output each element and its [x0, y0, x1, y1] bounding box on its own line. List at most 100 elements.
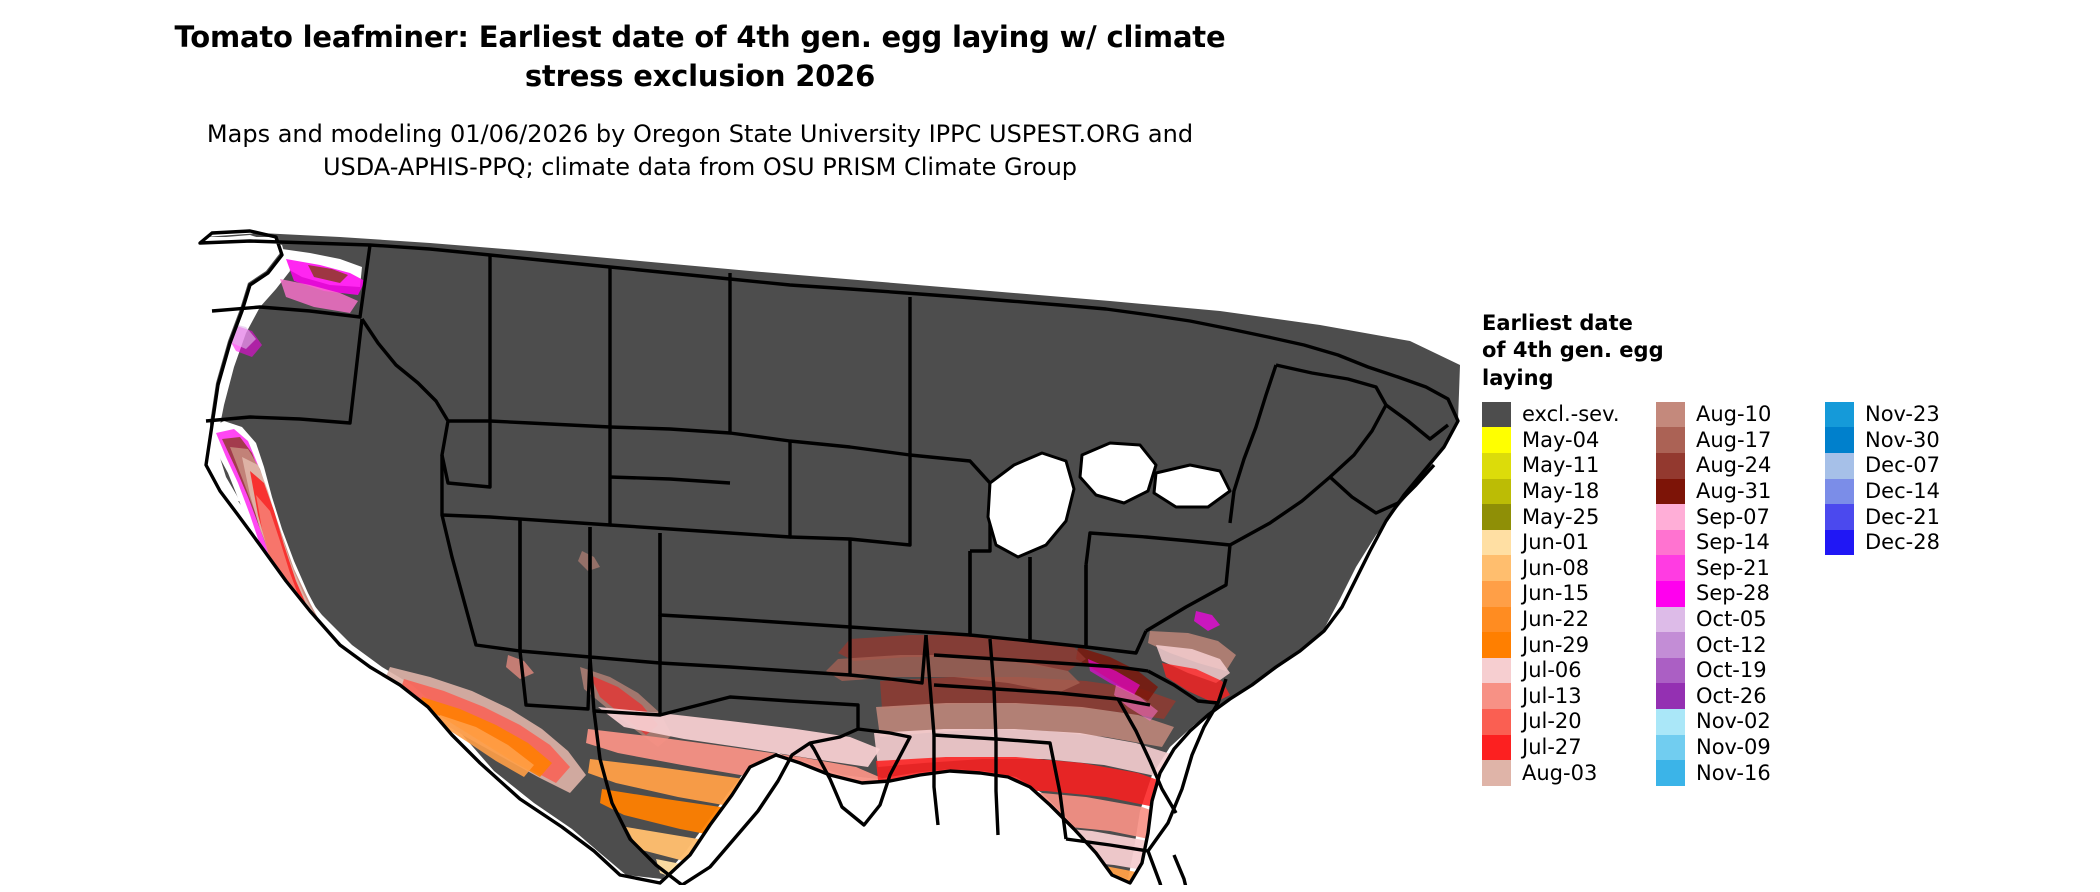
legend-item-dec-14[interactable]: Dec-14 — [1825, 478, 1985, 505]
legend-label: Jun-22 — [1522, 606, 1590, 631]
legend-item-jun-01[interactable]: Jun-01 — [1482, 529, 1650, 556]
legend-label: Sep-14 — [1696, 530, 1770, 555]
legend-columns: excl.-sev. May-04 May-11 May-18 May-25 Jun-01… — [1482, 401, 2082, 786]
legend-label: Sep-07 — [1696, 504, 1770, 529]
legend-label: Sep-28 — [1696, 581, 1770, 606]
legend-label: Jul-20 — [1522, 709, 1582, 734]
legend-item-oct-26[interactable]: Oct-26 — [1656, 683, 1819, 710]
legend-item-jun-29[interactable]: Jun-29 — [1482, 632, 1650, 658]
legend-swatch-icon — [1656, 606, 1685, 633]
legend-item-aug-24[interactable]: Aug-24 — [1656, 453, 1819, 479]
legend-label: Jun-01 — [1522, 530, 1590, 555]
legend-label: Nov-23 — [1865, 402, 1940, 427]
legend-swatch-icon — [1656, 709, 1685, 735]
raster-mid-atlantic — [1148, 611, 1236, 703]
legend-item-nov-30[interactable]: Nov-30 — [1825, 427, 1985, 454]
legend-item-dec-28[interactable]: Dec-28 — [1825, 529, 1985, 556]
legend-label: Nov-09 — [1696, 734, 1771, 759]
legend-swatch-icon — [1482, 606, 1511, 633]
legend-item-nov-23[interactable]: Nov-23 — [1825, 401, 1985, 428]
legend-item-sep-14[interactable]: Sep-14 — [1656, 529, 1819, 556]
legend-item-aug-31[interactable]: Aug-31 — [1656, 478, 1819, 505]
legend-label: Sep-21 — [1696, 555, 1770, 580]
title-line-1: Tomato leafminer: Earliest date of 4th g… — [174, 20, 1226, 54]
page-title: Tomato leafminer: Earliest date of 4th g… — [0, 18, 1400, 95]
subtitle-line-2: USDA-APHIS-PPQ; climate data from OSU PR… — [322, 152, 1078, 181]
legend-item-jul-06[interactable]: Jul-06 — [1482, 657, 1650, 684]
legend-swatch-icon — [1656, 555, 1685, 582]
legend-item-nov-16[interactable]: Nov-16 — [1656, 760, 1819, 786]
legend-item-may-25[interactable]: May-25 — [1482, 504, 1650, 530]
legend-label: Nov-02 — [1696, 709, 1771, 734]
legend-item-jul-27[interactable]: Jul-27 — [1482, 734, 1650, 761]
legend-swatch-icon — [1656, 427, 1685, 454]
legend-item-dec-07[interactable]: Dec-07 — [1825, 453, 1985, 479]
legend-item-aug-03[interactable]: Aug-03 — [1482, 760, 1650, 786]
legend-swatch-icon — [1656, 504, 1685, 530]
legend-label: Jun-15 — [1522, 581, 1590, 606]
legend-item-sep-28[interactable]: Sep-28 — [1656, 581, 1819, 607]
legend-item-may-18[interactable]: May-18 — [1482, 478, 1650, 505]
legend-swatch-icon — [1482, 555, 1511, 582]
legend-swatch-icon — [1482, 478, 1511, 505]
legend-swatch-icon — [1482, 683, 1511, 710]
legend-swatch-icon — [1482, 453, 1511, 479]
legend-swatch-icon — [1482, 504, 1511, 530]
legend-item-nov-02[interactable]: Nov-02 — [1656, 709, 1819, 735]
legend-swatch-icon — [1825, 427, 1854, 454]
legend-swatch-icon — [1482, 734, 1511, 761]
legend-label: Jul-06 — [1522, 658, 1582, 683]
legend-label: Jun-08 — [1522, 555, 1590, 580]
us-climate-raster-map — [198, 229, 1460, 885]
legend-label: Dec-28 — [1865, 530, 1940, 555]
legend-label: Dec-07 — [1865, 453, 1940, 478]
legend-swatch-icon — [1656, 760, 1685, 786]
legend-swatch-icon — [1825, 453, 1854, 479]
legend-swatch-icon — [1656, 529, 1685, 556]
legend-label: Oct-12 — [1696, 632, 1767, 657]
legend-label: May-11 — [1522, 453, 1600, 478]
legend-swatch-icon — [1482, 760, 1511, 786]
legend-label: Dec-14 — [1865, 478, 1940, 503]
legend-label: Jul-13 — [1522, 683, 1582, 708]
legend-label: Aug-24 — [1696, 453, 1772, 478]
legend-item-jun-08[interactable]: Jun-08 — [1482, 555, 1650, 582]
legend-item-dec-21[interactable]: Dec-21 — [1825, 504, 1985, 530]
legend-label: Oct-05 — [1696, 606, 1767, 631]
legend-item-aug-10[interactable]: Aug-10 — [1656, 401, 1819, 428]
legend-item-sep-21[interactable]: Sep-21 — [1656, 555, 1819, 582]
legend-item-excl-sev[interactable]: excl.-sev. — [1482, 401, 1650, 428]
legend-label: Oct-26 — [1696, 683, 1767, 708]
legend-item-may-11[interactable]: May-11 — [1482, 453, 1650, 479]
legend-label: Jul-27 — [1522, 734, 1582, 759]
legend-item-oct-12[interactable]: Oct-12 — [1656, 632, 1819, 658]
legend-swatch-icon — [1825, 529, 1854, 556]
legend-item-may-04[interactable]: May-04 — [1482, 427, 1650, 454]
map-layer-state-borders — [198, 229, 1460, 885]
legend-item-nov-09[interactable]: Nov-09 — [1656, 734, 1819, 761]
legend-swatch-icon — [1656, 632, 1685, 658]
legend-item-oct-19[interactable]: Oct-19 — [1656, 657, 1819, 684]
legend-swatch-icon — [1482, 632, 1511, 658]
legend-item-sep-07[interactable]: Sep-07 — [1656, 504, 1819, 530]
legend-item-jul-13[interactable]: Jul-13 — [1482, 683, 1650, 710]
legend-swatch-icon — [1656, 453, 1685, 479]
legend-title: Earliest date of 4th gen. egg laying — [1482, 311, 1664, 390]
legend-item-jun-15[interactable]: Jun-15 — [1482, 581, 1650, 607]
legend-swatch-icon — [1482, 529, 1511, 556]
legend-swatch-icon — [1825, 478, 1854, 505]
legend-label: May-18 — [1522, 478, 1600, 503]
legend-label: Oct-19 — [1696, 658, 1767, 683]
legend-swatch-icon — [1482, 581, 1511, 607]
legend-label: Aug-31 — [1696, 478, 1772, 503]
legend-item-jun-22[interactable]: Jun-22 — [1482, 606, 1650, 633]
legend-item-jul-20[interactable]: Jul-20 — [1482, 709, 1650, 735]
legend-item-aug-17[interactable]: Aug-17 — [1656, 427, 1819, 454]
legend-label: May-25 — [1522, 504, 1600, 529]
legend-item-oct-05[interactable]: Oct-05 — [1656, 606, 1819, 633]
legend-swatch-icon — [1482, 427, 1511, 454]
legend-label: Nov-16 — [1696, 760, 1771, 785]
legend-swatch-icon — [1825, 401, 1854, 428]
legend-column-2: Aug-10 Aug-17 Aug-24 Aug-31 Sep-07 Sep-14 Sep-… — [1656, 401, 1819, 786]
